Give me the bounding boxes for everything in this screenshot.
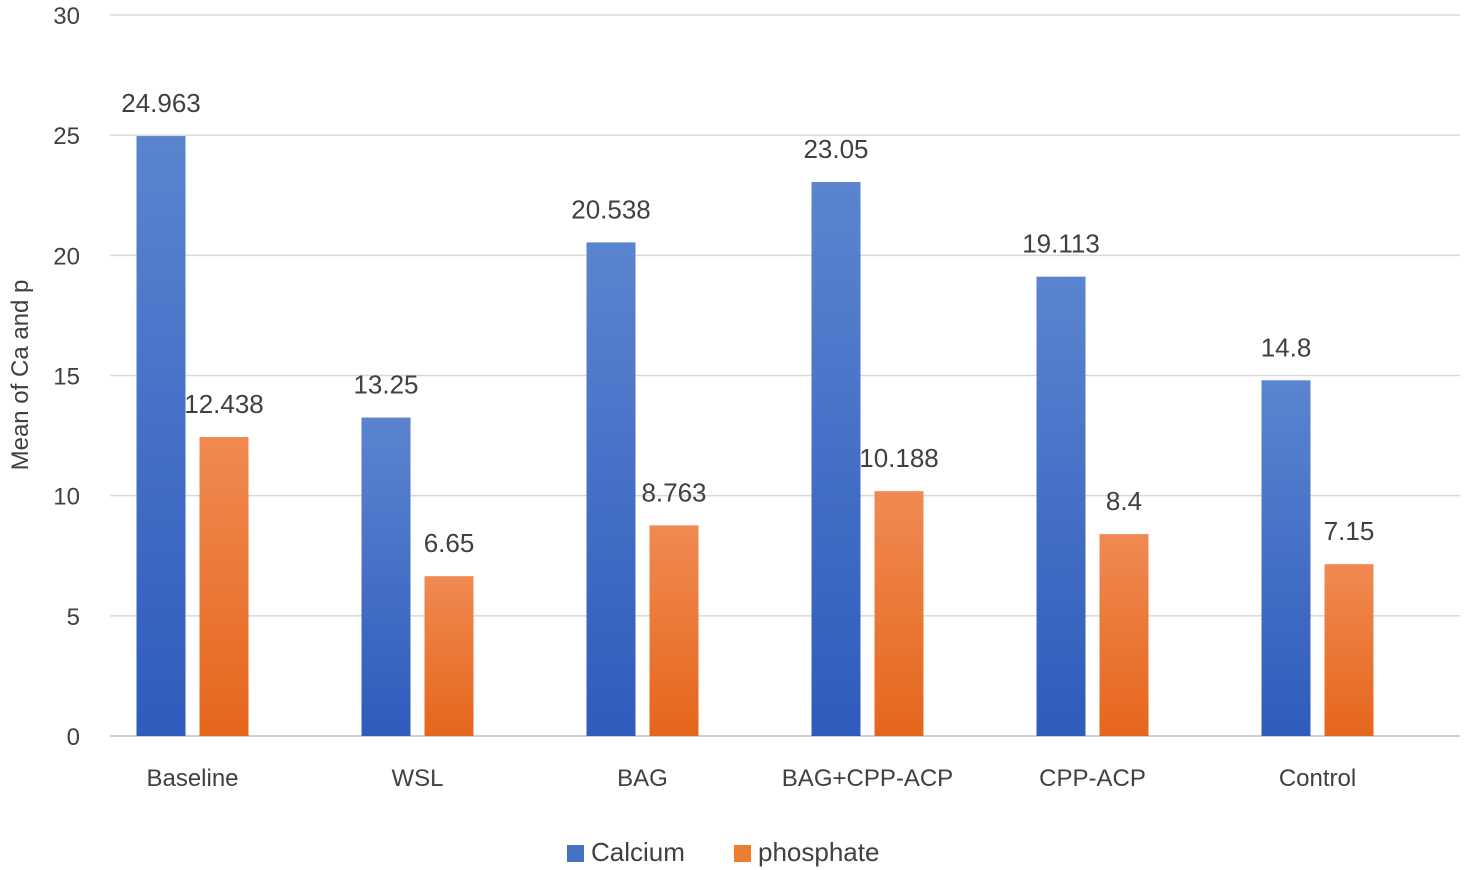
- y-tick-label: 25: [53, 123, 80, 150]
- x-axis-categories: Baseline WSL BAG BAG+CPP-ACP CPP-ACP Control: [146, 765, 1356, 792]
- legend-swatch-calcium: [567, 845, 584, 862]
- legend-swatch-phosphate: [734, 845, 751, 862]
- x-category-label: BAG+CPP-ACP: [782, 765, 953, 792]
- legend-label-calcium: Calcium: [591, 837, 685, 867]
- bar-phosphate[interactable]: [199, 437, 249, 736]
- x-category-label: Baseline: [146, 765, 238, 792]
- y-tick-label: 20: [53, 243, 80, 270]
- data-label: 8.4: [1106, 486, 1142, 516]
- y-tick-label: 10: [53, 484, 80, 511]
- y-axis-title: Mean of Ca and p: [7, 280, 34, 471]
- bar-phosphate[interactable]: [424, 576, 474, 736]
- bar-calcium[interactable]: [811, 182, 861, 736]
- bar-calcium[interactable]: [1036, 276, 1086, 736]
- data-label: 12.438: [184, 389, 264, 419]
- bar-calcium[interactable]: [1261, 380, 1311, 736]
- y-tick-label: 30: [53, 3, 80, 30]
- x-category-label: BAG: [617, 765, 668, 792]
- y-axis-ticks: 0 5 10 15 20 25 30: [53, 3, 80, 751]
- data-label: 13.25: [353, 370, 418, 400]
- bar-phosphate[interactable]: [874, 491, 924, 736]
- bar-calcium[interactable]: [136, 136, 186, 736]
- y-tick-label: 5: [67, 604, 80, 631]
- data-label: 20.538: [571, 194, 651, 224]
- gridlines: [110, 14, 1460, 737]
- legend[interactable]: Calcium phosphate: [567, 837, 879, 867]
- legend-label-phosphate: phosphate: [758, 837, 879, 867]
- data-label: 6.65: [424, 528, 475, 558]
- data-label: 8.763: [641, 477, 706, 507]
- bar-phosphate[interactable]: [1099, 534, 1149, 736]
- x-category-label: Control: [1279, 765, 1356, 792]
- x-category-label: WSL: [391, 765, 443, 792]
- bar-calcium[interactable]: [361, 417, 411, 736]
- data-label: 24.963: [121, 88, 201, 118]
- data-labels: 24.963 12.438 13.25 6.65 20.538 8.763 23.05 10.…: [121, 88, 1374, 558]
- data-label: 23.05: [803, 134, 868, 164]
- data-label: 19.113: [1022, 229, 1100, 259]
- y-tick-label: 15: [53, 364, 80, 391]
- y-tick-label: 0: [67, 724, 80, 751]
- bar-phosphate[interactable]: [1324, 564, 1374, 736]
- bars: [136, 136, 1374, 737]
- bar-phosphate[interactable]: [649, 525, 699, 736]
- data-label: 10.188: [859, 443, 939, 473]
- data-label: 14.8: [1261, 332, 1312, 362]
- bar-calcium[interactable]: [586, 242, 636, 737]
- data-label: 7.15: [1324, 516, 1375, 546]
- x-category-label: CPP-ACP: [1039, 765, 1146, 792]
